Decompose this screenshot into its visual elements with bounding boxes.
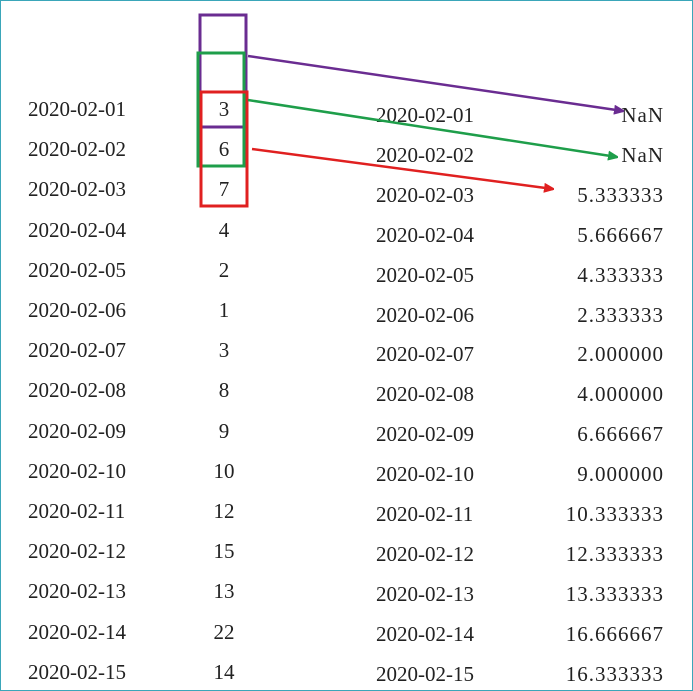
left-value: 15 bbox=[213, 539, 235, 564]
right-date: 2020-02-10 bbox=[376, 462, 474, 487]
left-value: 2 bbox=[218, 257, 230, 282]
left-date: 2020-02-08 bbox=[28, 378, 126, 403]
rolling-mean-value: 16.666667 bbox=[565, 621, 664, 646]
rolling-mean-value: 5.333333 bbox=[577, 182, 664, 207]
rolling-mean-value: 5.666667 bbox=[577, 222, 664, 247]
rolling-mean-value: NaN bbox=[621, 142, 664, 167]
right-date: 2020-02-07 bbox=[376, 342, 474, 367]
rolling-mean-value: 2.333333 bbox=[577, 302, 664, 327]
right-date: 2020-02-08 bbox=[376, 382, 474, 407]
rolling-mean-value: 9.000000 bbox=[577, 462, 664, 487]
left-date: 2020-02-13 bbox=[28, 579, 126, 604]
right-date: 2020-02-04 bbox=[376, 222, 474, 247]
left-value: 14 bbox=[213, 659, 235, 684]
right-date: 2020-02-09 bbox=[376, 422, 474, 447]
right-date: 2020-02-05 bbox=[376, 262, 474, 287]
rolling-mean-value: 16.333333 bbox=[565, 661, 664, 686]
left-date: 2020-02-10 bbox=[28, 458, 126, 483]
left-date: 2020-02-02 bbox=[28, 137, 126, 162]
right-date: 2020-02-13 bbox=[376, 581, 474, 606]
rolling-mean-value: 4.000000 bbox=[577, 382, 664, 407]
left-date: 2020-02-09 bbox=[28, 418, 126, 443]
arrow-purple bbox=[247, 54, 623, 111]
left-date: 2020-02-03 bbox=[28, 177, 126, 202]
right-date: 2020-02-12 bbox=[376, 541, 474, 566]
left-value: 12 bbox=[213, 499, 235, 523]
right-date: 2020-02-02 bbox=[376, 142, 474, 167]
left-date: 2020-02-07 bbox=[28, 338, 126, 363]
rolling-mean-value: NaN bbox=[621, 103, 664, 127]
left-value: 6 bbox=[218, 137, 230, 162]
rolling-mean-value: 10.333333 bbox=[565, 502, 664, 526]
left-date: 2020-02-11 bbox=[28, 499, 126, 523]
window-box-purple bbox=[198, 13, 248, 129]
rolling-mean-value: 2.000000 bbox=[577, 342, 664, 367]
left-value: 22 bbox=[213, 619, 235, 644]
right-date: 2020-02-06 bbox=[376, 302, 474, 327]
left-value: 10 bbox=[213, 458, 235, 483]
left-date: 2020-02-04 bbox=[28, 217, 126, 242]
right-date: 2020-02-15 bbox=[376, 661, 474, 686]
rolling-mean-value: 4.333333 bbox=[577, 262, 664, 287]
left-value: 3 bbox=[218, 97, 230, 121]
left-value: 9 bbox=[218, 418, 230, 443]
left-value: 1 bbox=[218, 298, 230, 322]
rolling-mean-value: 6.666667 bbox=[577, 422, 664, 447]
window-box-green bbox=[196, 51, 246, 168]
left-value: 13 bbox=[213, 579, 235, 604]
left-value: 7 bbox=[218, 177, 230, 202]
arrow-green bbox=[247, 98, 617, 157]
rolling-mean-value: 13.333333 bbox=[565, 581, 664, 606]
left-date: 2020-02-12 bbox=[28, 539, 126, 564]
left-date: 2020-02-01 bbox=[28, 97, 126, 121]
right-date: 2020-02-14 bbox=[376, 621, 474, 646]
arrow-red bbox=[251, 147, 553, 189]
right-date: 2020-02-03 bbox=[376, 182, 474, 207]
rolling-mean-value: 12.333333 bbox=[565, 541, 664, 566]
left-value: 3 bbox=[218, 338, 230, 363]
right-date: 2020-02-11 bbox=[376, 502, 474, 526]
left-date: 2020-02-15 bbox=[28, 659, 126, 684]
left-date: 2020-02-05 bbox=[28, 257, 126, 282]
left-date: 2020-02-06 bbox=[28, 298, 126, 322]
left-date: 2020-02-14 bbox=[28, 619, 126, 644]
left-value: 4 bbox=[218, 217, 230, 242]
window-box-red bbox=[199, 90, 249, 208]
left-value: 8 bbox=[218, 378, 230, 403]
